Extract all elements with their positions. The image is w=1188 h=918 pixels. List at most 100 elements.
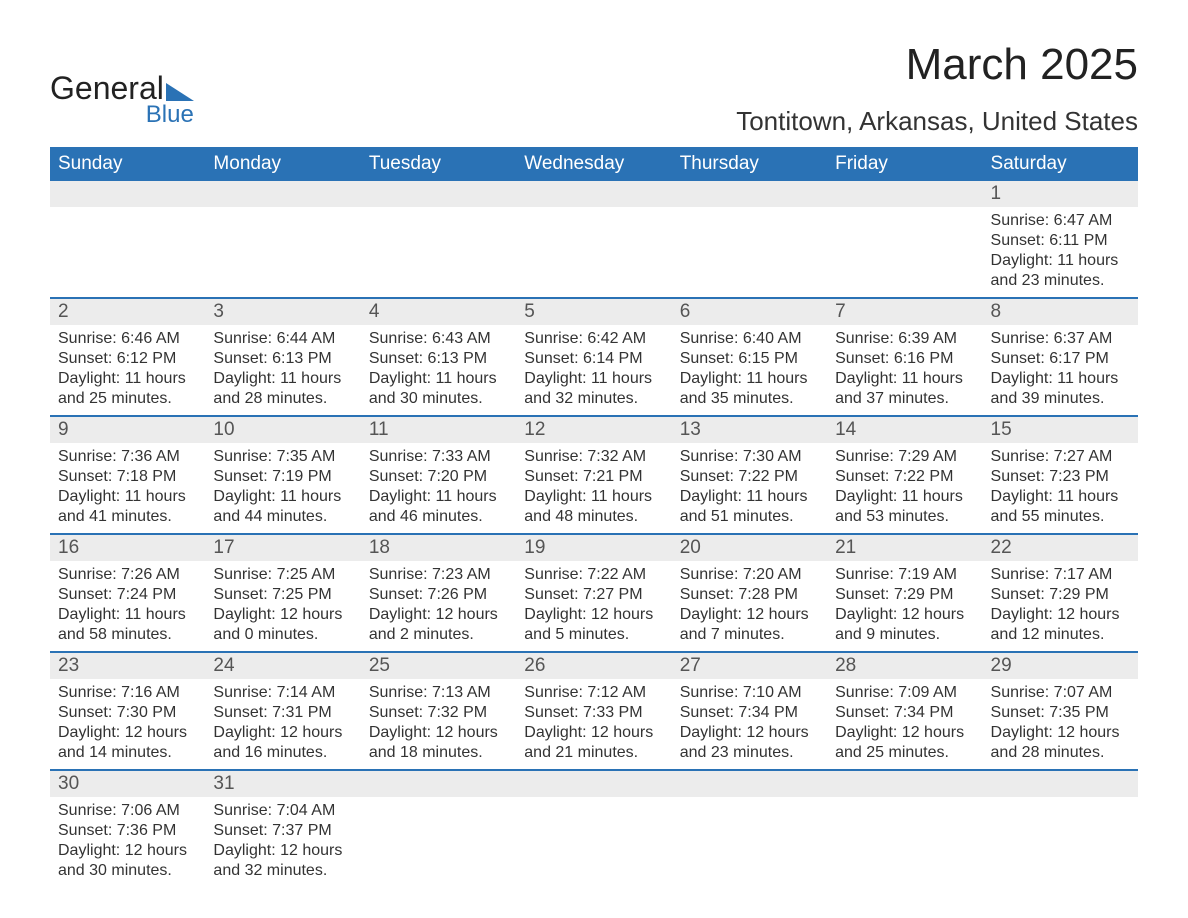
sunset-text: Sunset: 6:15 PM xyxy=(680,349,819,369)
day-number xyxy=(205,181,360,207)
daylight-text-1: Daylight: 12 hours xyxy=(680,605,819,625)
sunrise-text: Sunrise: 7:19 AM xyxy=(835,565,974,585)
sunrise-text: Sunrise: 7:09 AM xyxy=(835,683,974,703)
sunrise-text: Sunrise: 7:12 AM xyxy=(524,683,663,703)
day-number: 31 xyxy=(205,771,360,797)
day-number: 15 xyxy=(983,417,1138,443)
daylight-text-1: Daylight: 11 hours xyxy=(524,487,663,507)
sunset-text: Sunset: 7:28 PM xyxy=(680,585,819,605)
day-number: 21 xyxy=(827,535,982,561)
day-cell: Sunrise: 7:26 AMSunset: 7:24 PMDaylight:… xyxy=(50,561,205,651)
daylight-text-1: Daylight: 12 hours xyxy=(369,723,508,743)
day-cell xyxy=(827,797,982,887)
sunset-text: Sunset: 6:16 PM xyxy=(835,349,974,369)
day-cell: Sunrise: 6:44 AMSunset: 6:13 PMDaylight:… xyxy=(205,325,360,415)
daylight-text-1: Daylight: 11 hours xyxy=(369,487,508,507)
daylight-text-1: Daylight: 12 hours xyxy=(58,841,197,861)
day-number: 23 xyxy=(50,653,205,679)
sunrise-text: Sunrise: 7:10 AM xyxy=(680,683,819,703)
day-number: 4 xyxy=(361,299,516,325)
day-cell: Sunrise: 7:33 AMSunset: 7:20 PMDaylight:… xyxy=(361,443,516,533)
daylight-text-1: Daylight: 12 hours xyxy=(680,723,819,743)
daylight-text-2: and 14 minutes. xyxy=(58,743,197,763)
sunset-text: Sunset: 6:14 PM xyxy=(524,349,663,369)
daylight-text-1: Daylight: 12 hours xyxy=(213,723,352,743)
sunset-text: Sunset: 6:13 PM xyxy=(369,349,508,369)
day-cell: Sunrise: 7:23 AMSunset: 7:26 PMDaylight:… xyxy=(361,561,516,651)
sunset-text: Sunset: 7:35 PM xyxy=(991,703,1130,723)
sunset-text: Sunset: 7:20 PM xyxy=(369,467,508,487)
daylight-text-1: Daylight: 12 hours xyxy=(835,723,974,743)
daylight-text-2: and 0 minutes. xyxy=(213,625,352,645)
weekday-saturday: Saturday xyxy=(983,147,1138,181)
sunrise-text: Sunrise: 7:13 AM xyxy=(369,683,508,703)
day-cell: Sunrise: 6:40 AMSunset: 6:15 PMDaylight:… xyxy=(672,325,827,415)
sunrise-text: Sunrise: 7:14 AM xyxy=(213,683,352,703)
day-cell xyxy=(672,797,827,887)
day-cell: Sunrise: 6:42 AMSunset: 6:14 PMDaylight:… xyxy=(516,325,671,415)
day-cell: Sunrise: 7:14 AMSunset: 7:31 PMDaylight:… xyxy=(205,679,360,769)
sunset-text: Sunset: 7:21 PM xyxy=(524,467,663,487)
header: General Blue March 2025 Tontitown, Arkan… xyxy=(50,40,1138,137)
sunset-text: Sunset: 7:31 PM xyxy=(213,703,352,723)
daylight-text-2: and 51 minutes. xyxy=(680,507,819,527)
day-number: 3 xyxy=(205,299,360,325)
sunrise-text: Sunrise: 6:44 AM xyxy=(213,329,352,349)
daylight-text-1: Daylight: 12 hours xyxy=(213,841,352,861)
sunrise-text: Sunrise: 7:32 AM xyxy=(524,447,663,467)
sunset-text: Sunset: 6:11 PM xyxy=(991,231,1130,251)
day-cell: Sunrise: 7:32 AMSunset: 7:21 PMDaylight:… xyxy=(516,443,671,533)
daynum-row: 2345678 xyxy=(50,297,1138,325)
weekday-wednesday: Wednesday xyxy=(516,147,671,181)
daylight-text-2: and 55 minutes. xyxy=(991,507,1130,527)
day-number: 20 xyxy=(672,535,827,561)
day-cell: Sunrise: 7:20 AMSunset: 7:28 PMDaylight:… xyxy=(672,561,827,651)
day-number: 19 xyxy=(516,535,671,561)
daylight-text-2: and 9 minutes. xyxy=(835,625,974,645)
daylight-text-2: and 16 minutes. xyxy=(213,743,352,763)
sunrise-text: Sunrise: 7:07 AM xyxy=(991,683,1130,703)
weekday-friday: Friday xyxy=(827,147,982,181)
day-cell: Sunrise: 6:46 AMSunset: 6:12 PMDaylight:… xyxy=(50,325,205,415)
sunset-text: Sunset: 7:29 PM xyxy=(991,585,1130,605)
day-cell: Sunrise: 7:30 AMSunset: 7:22 PMDaylight:… xyxy=(672,443,827,533)
day-cell: Sunrise: 7:19 AMSunset: 7:29 PMDaylight:… xyxy=(827,561,982,651)
sunrise-text: Sunrise: 7:33 AM xyxy=(369,447,508,467)
daylight-text-1: Daylight: 12 hours xyxy=(58,723,197,743)
sunset-text: Sunset: 7:19 PM xyxy=(213,467,352,487)
content-row: Sunrise: 7:16 AMSunset: 7:30 PMDaylight:… xyxy=(50,679,1138,769)
day-number: 17 xyxy=(205,535,360,561)
weekday-sunday: Sunday xyxy=(50,147,205,181)
day-number xyxy=(983,771,1138,797)
sunrise-text: Sunrise: 7:23 AM xyxy=(369,565,508,585)
sunrise-text: Sunrise: 7:16 AM xyxy=(58,683,197,703)
day-cell: Sunrise: 7:07 AMSunset: 7:35 PMDaylight:… xyxy=(983,679,1138,769)
day-number: 8 xyxy=(983,299,1138,325)
brand-logo: General Blue xyxy=(50,70,194,129)
sunset-text: Sunset: 7:36 PM xyxy=(58,821,197,841)
day-number xyxy=(672,771,827,797)
day-cell: Sunrise: 6:43 AMSunset: 6:13 PMDaylight:… xyxy=(361,325,516,415)
day-cell: Sunrise: 7:16 AMSunset: 7:30 PMDaylight:… xyxy=(50,679,205,769)
day-number: 27 xyxy=(672,653,827,679)
day-number xyxy=(50,181,205,207)
day-cell xyxy=(983,797,1138,887)
sunrise-text: Sunrise: 6:47 AM xyxy=(991,211,1130,231)
title-block: March 2025 Tontitown, Arkansas, United S… xyxy=(736,40,1138,137)
daylight-text-2: and 58 minutes. xyxy=(58,625,197,645)
daylight-text-1: Daylight: 11 hours xyxy=(680,369,819,389)
daylight-text-2: and 46 minutes. xyxy=(369,507,508,527)
day-cell: Sunrise: 7:36 AMSunset: 7:18 PMDaylight:… xyxy=(50,443,205,533)
day-cell xyxy=(516,207,671,297)
day-number: 13 xyxy=(672,417,827,443)
sunset-text: Sunset: 7:29 PM xyxy=(835,585,974,605)
daylight-text-1: Daylight: 12 hours xyxy=(991,723,1130,743)
sunrise-text: Sunrise: 7:04 AM xyxy=(213,801,352,821)
daylight-text-1: Daylight: 11 hours xyxy=(835,369,974,389)
daylight-text-1: Daylight: 11 hours xyxy=(58,605,197,625)
sunset-text: Sunset: 7:22 PM xyxy=(680,467,819,487)
day-number: 11 xyxy=(361,417,516,443)
daynum-row: 1 xyxy=(50,181,1138,207)
sunset-text: Sunset: 7:32 PM xyxy=(369,703,508,723)
day-cell xyxy=(50,207,205,297)
